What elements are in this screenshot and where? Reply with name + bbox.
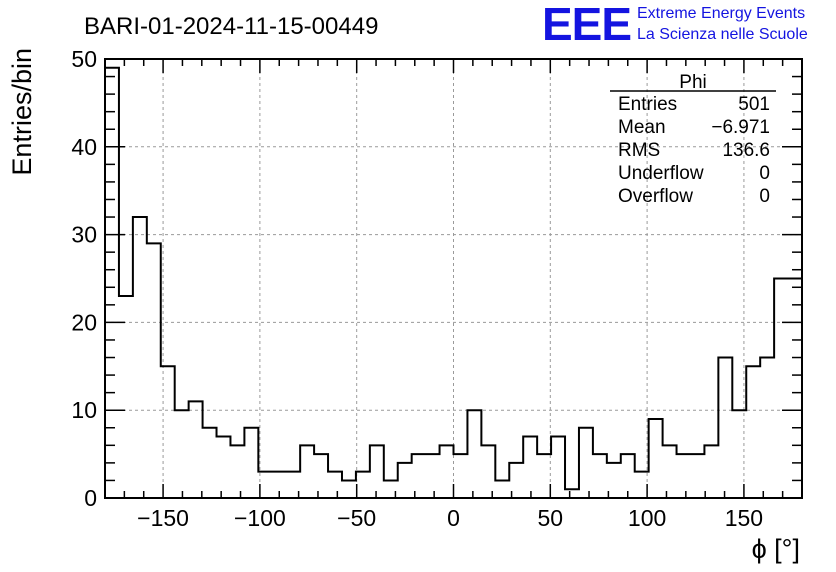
stats-row-label: Entries <box>618 94 677 115</box>
chart-title: BARI-01-2024-11-15-00449 <box>84 13 378 40</box>
x-tick-label: 50 <box>538 505 564 531</box>
eee-logo-line1: Extreme Energy Events <box>637 5 805 22</box>
y-tick-label: 30 <box>71 222 97 248</box>
x-tick-label: 150 <box>725 505 763 531</box>
stats-row-label: Mean <box>618 117 666 138</box>
y-tick-label: 20 <box>71 309 97 335</box>
y-axis-label: Entries/bin <box>7 48 37 176</box>
stats-box-title: Phi <box>679 72 706 93</box>
eee-logo-mark: EEE <box>542 0 631 50</box>
x-axis-label: ϕ [°] <box>752 534 800 564</box>
y-tick-label: 10 <box>71 397 97 423</box>
grid-lines <box>105 58 802 498</box>
y-tick-label: 50 <box>71 46 97 72</box>
stats-row-label: RMS <box>618 140 660 161</box>
stats-row-value: 501 <box>738 94 770 115</box>
stats-row-value: −6.971 <box>711 117 770 138</box>
x-tick-label: 100 <box>628 505 666 531</box>
x-tick-label: −100 <box>234 505 286 531</box>
stats-row-label: Underflow <box>618 163 704 184</box>
stats-box: Phi Entries 501 Mean −6.971 RMS 136.6 Underflo… <box>610 72 776 207</box>
x-tick-label: 0 <box>447 505 460 531</box>
eee-logo-line2: La Scienza nelle Scuole <box>637 26 808 43</box>
histogram-line <box>104 66 803 498</box>
y-tick-label: 0 <box>84 485 97 511</box>
stats-rows: Entries 501 Mean −6.971 RMS 136.6 Underflow 0 Ov… <box>618 94 770 207</box>
eee-logo: EEE Extreme Energy Events La Scienza nel… <box>542 0 808 50</box>
y-tick-label: 40 <box>71 134 97 160</box>
stats-row-value: 0 <box>759 163 770 184</box>
x-tick-label: −150 <box>137 505 189 531</box>
x-tick-label: −50 <box>337 505 376 531</box>
stats-row-value: 0 <box>759 186 770 207</box>
axis-ticks <box>104 58 803 499</box>
stats-row-value: 136.6 <box>722 140 770 161</box>
tick-labels: −150 −100 −50 0 50 100 150 0 10 20 30 40 50 <box>71 46 763 531</box>
stats-row-label: Overflow <box>618 186 693 207</box>
